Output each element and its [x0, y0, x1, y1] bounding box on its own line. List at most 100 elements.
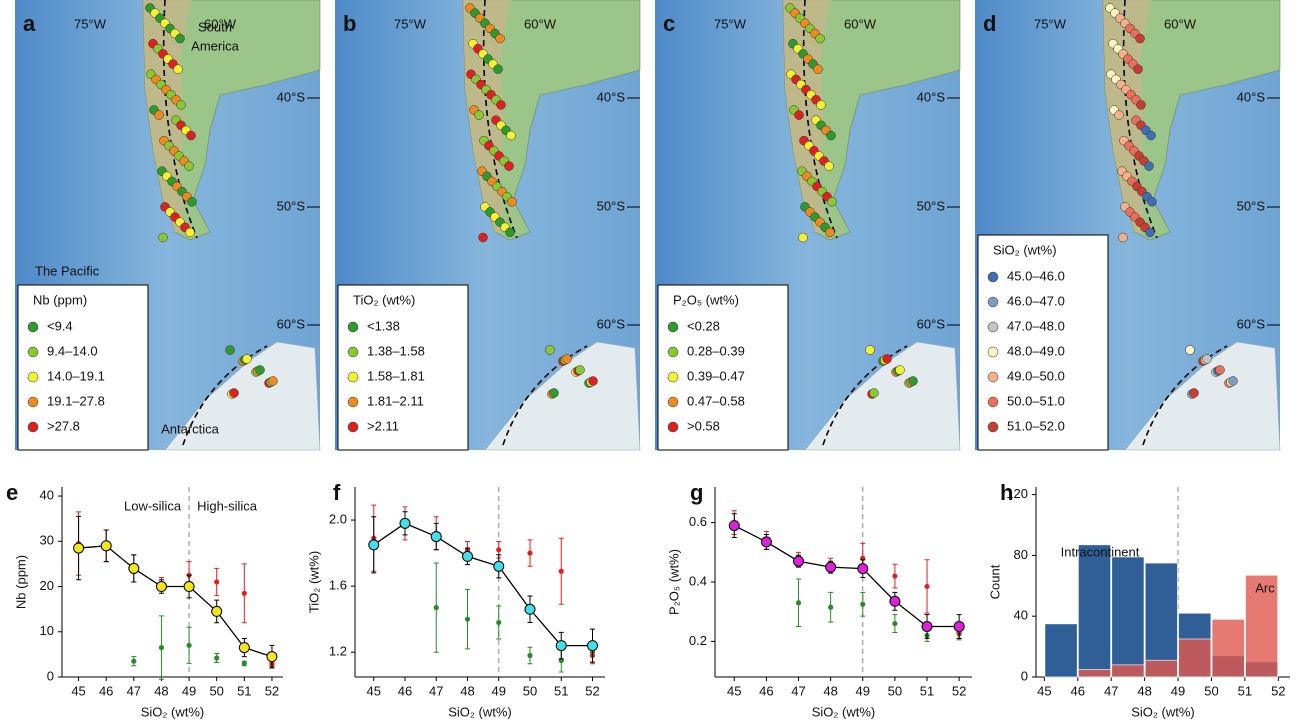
sample-dot	[1133, 64, 1143, 74]
legend-label: <0.28	[687, 318, 720, 333]
legend-box	[977, 234, 1109, 451]
map-panel: d 75°W 60°W 40°S 50°S 60°S SiO₂ (wt%) 45.0–46.0…	[975, 0, 1281, 451]
series-line	[373, 522, 593, 647]
data-point	[828, 604, 834, 610]
legend-swatch	[987, 421, 999, 433]
lon-label: 75°W	[74, 16, 107, 31]
sample-dot	[186, 130, 196, 141]
legend-label: 45.0–46.0	[1007, 268, 1065, 283]
lon-label: 60°W	[1164, 16, 1197, 31]
panel-letter: e	[6, 480, 18, 505]
data-point	[214, 655, 220, 661]
legend-title: TiO₂ (wt%)	[353, 292, 415, 307]
trench	[482, 0, 588, 446]
data-point	[892, 620, 898, 627]
trench	[162, 0, 268, 446]
data-point	[368, 539, 380, 551]
y-tick-label: 20	[40, 578, 54, 593]
panel-letter: d	[983, 11, 996, 36]
legend-title: Nb (ppm)	[33, 292, 87, 307]
panel-letter: c	[663, 11, 675, 36]
data-point	[186, 642, 192, 648]
y-tick-label: 0.6	[689, 514, 707, 529]
sample-dot	[1145, 227, 1155, 238]
data-point	[921, 621, 933, 633]
legend-box	[337, 284, 469, 451]
x-tick-label: 48	[154, 683, 168, 698]
data-point	[433, 605, 439, 611]
x-tick-label: 46	[1071, 683, 1085, 698]
sample-dot	[268, 376, 278, 386]
hist-bar	[1144, 659, 1178, 678]
series-label: Intracontinent	[1061, 544, 1140, 559]
hist-bar	[1144, 562, 1178, 678]
legend-swatch	[987, 271, 999, 283]
data-point	[524, 603, 536, 615]
sample-dot	[495, 33, 505, 44]
hist-bar	[1077, 669, 1112, 678]
legend-label: >0.58	[687, 418, 720, 433]
sample-dot	[185, 227, 195, 238]
hist-bar	[1111, 664, 1145, 678]
y-tick-label: 80	[1014, 547, 1028, 562]
x-tick-label: 46	[759, 683, 773, 698]
sample-dot	[1144, 161, 1154, 171]
data-point	[728, 520, 740, 532]
legend-label: 19.1–27.8	[47, 393, 105, 408]
x-tick-label: 45	[71, 683, 85, 698]
lat-label: 40°S	[597, 89, 626, 104]
data-point	[889, 595, 901, 607]
panel-letter: b	[343, 11, 356, 36]
data-point	[100, 540, 112, 552]
data-point	[496, 547, 502, 553]
y-tick-label: 0.2	[689, 633, 707, 648]
panel-letter: a	[23, 11, 36, 36]
place-name: The Pacific	[35, 263, 100, 278]
sample-dot	[813, 64, 823, 74]
data-point	[953, 621, 965, 633]
data-point	[555, 640, 567, 652]
legend-swatch	[667, 321, 679, 333]
data-point	[857, 563, 869, 575]
x-tick-label: 47	[791, 683, 805, 698]
x-tick-label: 45	[727, 683, 741, 698]
panel-letter: h	[1000, 480, 1013, 505]
y-tick-label: 10	[40, 623, 54, 638]
legend-swatch	[27, 321, 39, 333]
y-tick-label: 30	[40, 533, 54, 548]
legend-swatch	[987, 371, 999, 383]
data-point	[399, 517, 411, 529]
legend-label: 1.81–2.11	[367, 393, 424, 408]
lat-label: 50°S	[917, 198, 946, 213]
sample-dot	[1189, 388, 1199, 398]
lat-label: 50°S	[1237, 198, 1266, 213]
hist-bar	[1077, 544, 1112, 678]
trench	[1122, 0, 1228, 446]
data-point	[760, 536, 772, 548]
legend-label: 47.0–48.0	[1007, 318, 1065, 333]
x-tick-label: 50	[209, 683, 223, 698]
x-tick-label: 47	[429, 683, 443, 698]
x-tick-label: 50	[888, 683, 902, 698]
legend-swatch	[27, 346, 39, 358]
panel-letter: f	[333, 480, 341, 505]
sample-dot	[1202, 354, 1212, 364]
sample-dot	[865, 345, 875, 355]
data-point	[795, 600, 802, 606]
x-tick-label: 52	[952, 683, 966, 698]
lon-label: 60°W	[524, 16, 557, 31]
andes	[783, 0, 830, 232]
data-point	[73, 542, 85, 554]
lat-label: 60°S	[277, 316, 306, 331]
legend-label: 1.38–1.58	[367, 343, 425, 358]
legend-swatch	[347, 321, 359, 333]
legend-label: 1.58–1.81	[367, 368, 425, 383]
sample-dot	[496, 100, 506, 110]
legend-swatch	[347, 396, 359, 408]
legend-swatch	[347, 371, 359, 383]
sample-dot	[908, 376, 918, 386]
lat-label: 50°S	[597, 198, 626, 213]
lat-label: 40°S	[277, 89, 306, 104]
